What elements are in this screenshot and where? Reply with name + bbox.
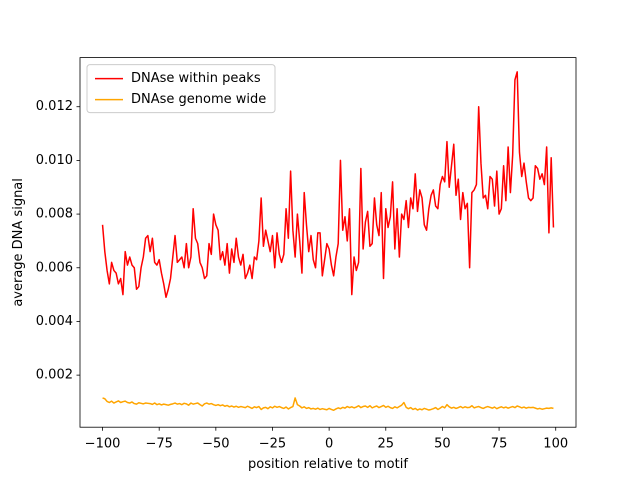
x-tick-label: 50 (434, 437, 451, 452)
y-tick-label: 0.012 (36, 99, 73, 114)
x-tick-label: 0 (325, 437, 333, 452)
x-axis-label: position relative to motif (248, 457, 408, 472)
y-tick-label: 0.006 (36, 260, 73, 275)
y-tick-label: 0.008 (36, 207, 73, 222)
legend-label: DNAse within peaks (131, 71, 261, 86)
legend: DNAse within peaks DNAse genome wide (86, 64, 276, 114)
series-line (101, 71, 555, 299)
legend-label: DNAse genome wide (131, 92, 266, 107)
y-tick-label: 0.004 (36, 314, 73, 329)
legend-frame (86, 64, 276, 114)
x-tick-label: 100 (543, 437, 568, 452)
axes-frame (79, 57, 577, 428)
plot-area (101, 71, 555, 412)
y-tick-label: 0.002 (36, 368, 73, 383)
x-tick-label: −50 (202, 437, 229, 452)
x-tick-label: 25 (378, 437, 395, 452)
x-tick-label: −75 (145, 437, 172, 452)
x-tick-label: −25 (259, 437, 286, 452)
series-line (102, 397, 554, 412)
y-axis-label: average DNA signal (11, 178, 26, 307)
x-tick-label: −100 (85, 437, 121, 452)
x-tick-label: 75 (491, 437, 508, 452)
y-tick-label: 0.010 (36, 153, 73, 168)
